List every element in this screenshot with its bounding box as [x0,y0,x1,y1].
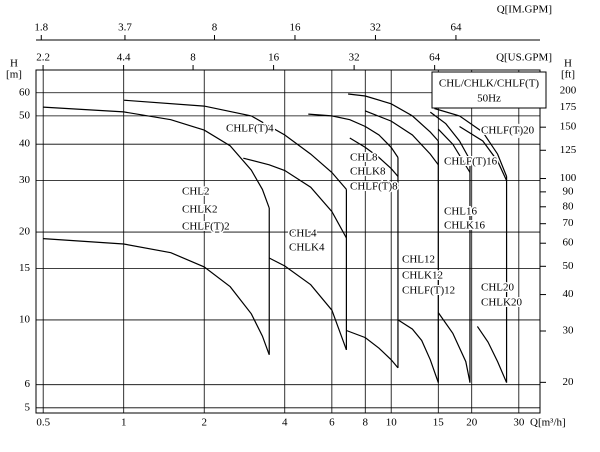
curve-label: CHLF(T)8 [350,181,398,193]
y2-tick-label: 70 [563,217,575,229]
pump-curve [308,113,399,158]
legend-text: 50Hz [477,93,501,105]
x-tick-label: 6 [329,417,335,429]
x-tick-label: 1 [121,417,127,429]
y-tick-label: 30 [19,174,31,186]
curve-label: CHLF(T)20 [481,125,535,137]
legend-box [431,71,547,109]
x2-tick-label: 16 [268,52,280,64]
plot-frame [35,69,541,414]
x-tick-label: 15 [433,417,445,429]
pump-curve [397,319,439,383]
x-axis-title: Q[m³/h] [530,417,566,429]
x-tick-label: 10 [386,417,398,429]
pump-curve [43,106,270,209]
pump-curve [243,157,347,239]
curve-label: CHLF(T)16 [444,156,498,168]
x3-tick-label: 64 [450,22,462,34]
curve-label: CHL20 [481,282,515,294]
x-tick-label: 8 [363,417,369,429]
curve-label: CHLK2 [182,204,217,216]
x2-tick-label: 4.4 [117,52,131,64]
y-tick-label: 40 [19,138,31,150]
y-tick-label: 10 [19,313,31,325]
pump-curve [123,99,347,190]
x-tick-label: 30 [513,417,525,429]
x-tick-label: 0.5 [36,417,50,429]
x2-tick-label: 32 [349,52,360,64]
curve-label: CHLK20 [481,297,522,309]
pump-curve [346,329,399,369]
x3-tick-label: 8 [212,22,218,34]
curve-label: CHL4 [289,228,317,240]
y-tick-label: 60 [19,86,31,98]
y-tick-label: 6 [25,378,31,390]
pump-curve [429,111,471,161]
y2-tick-label: 175 [560,101,577,113]
x2-axis-title: Q[US.GPM] [496,52,552,64]
y2-tick-label: 200 [560,84,577,96]
y2-tick-label: 80 [563,200,575,212]
x3-tick-label: 32 [370,22,381,34]
curve-label: CHLF(T)4 [226,123,274,135]
pump-curve [365,110,439,166]
y2-tick-label: 30 [563,325,575,337]
legend-text: CHL/CHLK/CHLF(T) [439,78,540,90]
y2-tick-label: 150 [560,121,577,133]
curve-label: CHLK8 [350,166,386,178]
curve-label: CHLK12 [402,270,443,282]
curve-label: CHLK16 [444,220,485,232]
x3-axis-title: Q[IM.GPM] [497,4,552,16]
x2-tick-label: 8 [190,52,196,64]
y2-tick-label: 50 [563,260,575,272]
pump-curve [437,312,471,383]
y-tick-label: 5 [25,401,31,413]
y2-tick-label: 125 [560,144,577,156]
y-tick-label: 50 [19,109,31,121]
x2-tick-label: 64 [429,52,441,64]
y-tick-label: 15 [19,262,31,274]
pump-curve [43,238,270,355]
curve-label: CHL16 [444,206,478,218]
y2-axis-title: H [564,58,572,70]
y2-tick-label: 20 [563,376,575,388]
y2-tick-label: 40 [563,288,575,300]
x3-tick-label: 3.7 [118,22,132,34]
pump-curve [437,128,471,173]
y2-tick-label: 60 [563,237,575,249]
x-tick-label: 20 [466,417,478,429]
x2-tick-label: 2.2 [36,52,50,64]
x-tick-label: 4 [282,417,288,429]
pump-curve [459,125,508,181]
curve-label: CHLF(T)12 [402,285,455,297]
pump-curve [349,137,399,177]
x-tick-label: 2 [201,417,207,429]
curve-label: CHL12 [402,254,435,266]
curve-label: CHL2 [182,186,210,198]
pump-curve [434,107,508,177]
curve-label: CHL8 [350,152,378,164]
y2-tick-label: 90 [563,185,575,197]
y2-axis-title: [ft] [561,69,575,81]
y-axis-title: [m] [6,69,22,81]
y2-tick-label: 100 [560,172,577,184]
curve-label: CHLK4 [289,242,325,254]
y-tick-label: 20 [19,226,31,238]
y-axis-title: H [10,58,18,70]
x3-tick-label: 16 [289,22,301,34]
x3-tick-label: 1.8 [34,22,48,34]
pump-curve [348,93,439,142]
pump-curve [268,257,347,351]
pump-curve [476,326,508,383]
curve-label: CHLF(T)2 [182,221,230,233]
